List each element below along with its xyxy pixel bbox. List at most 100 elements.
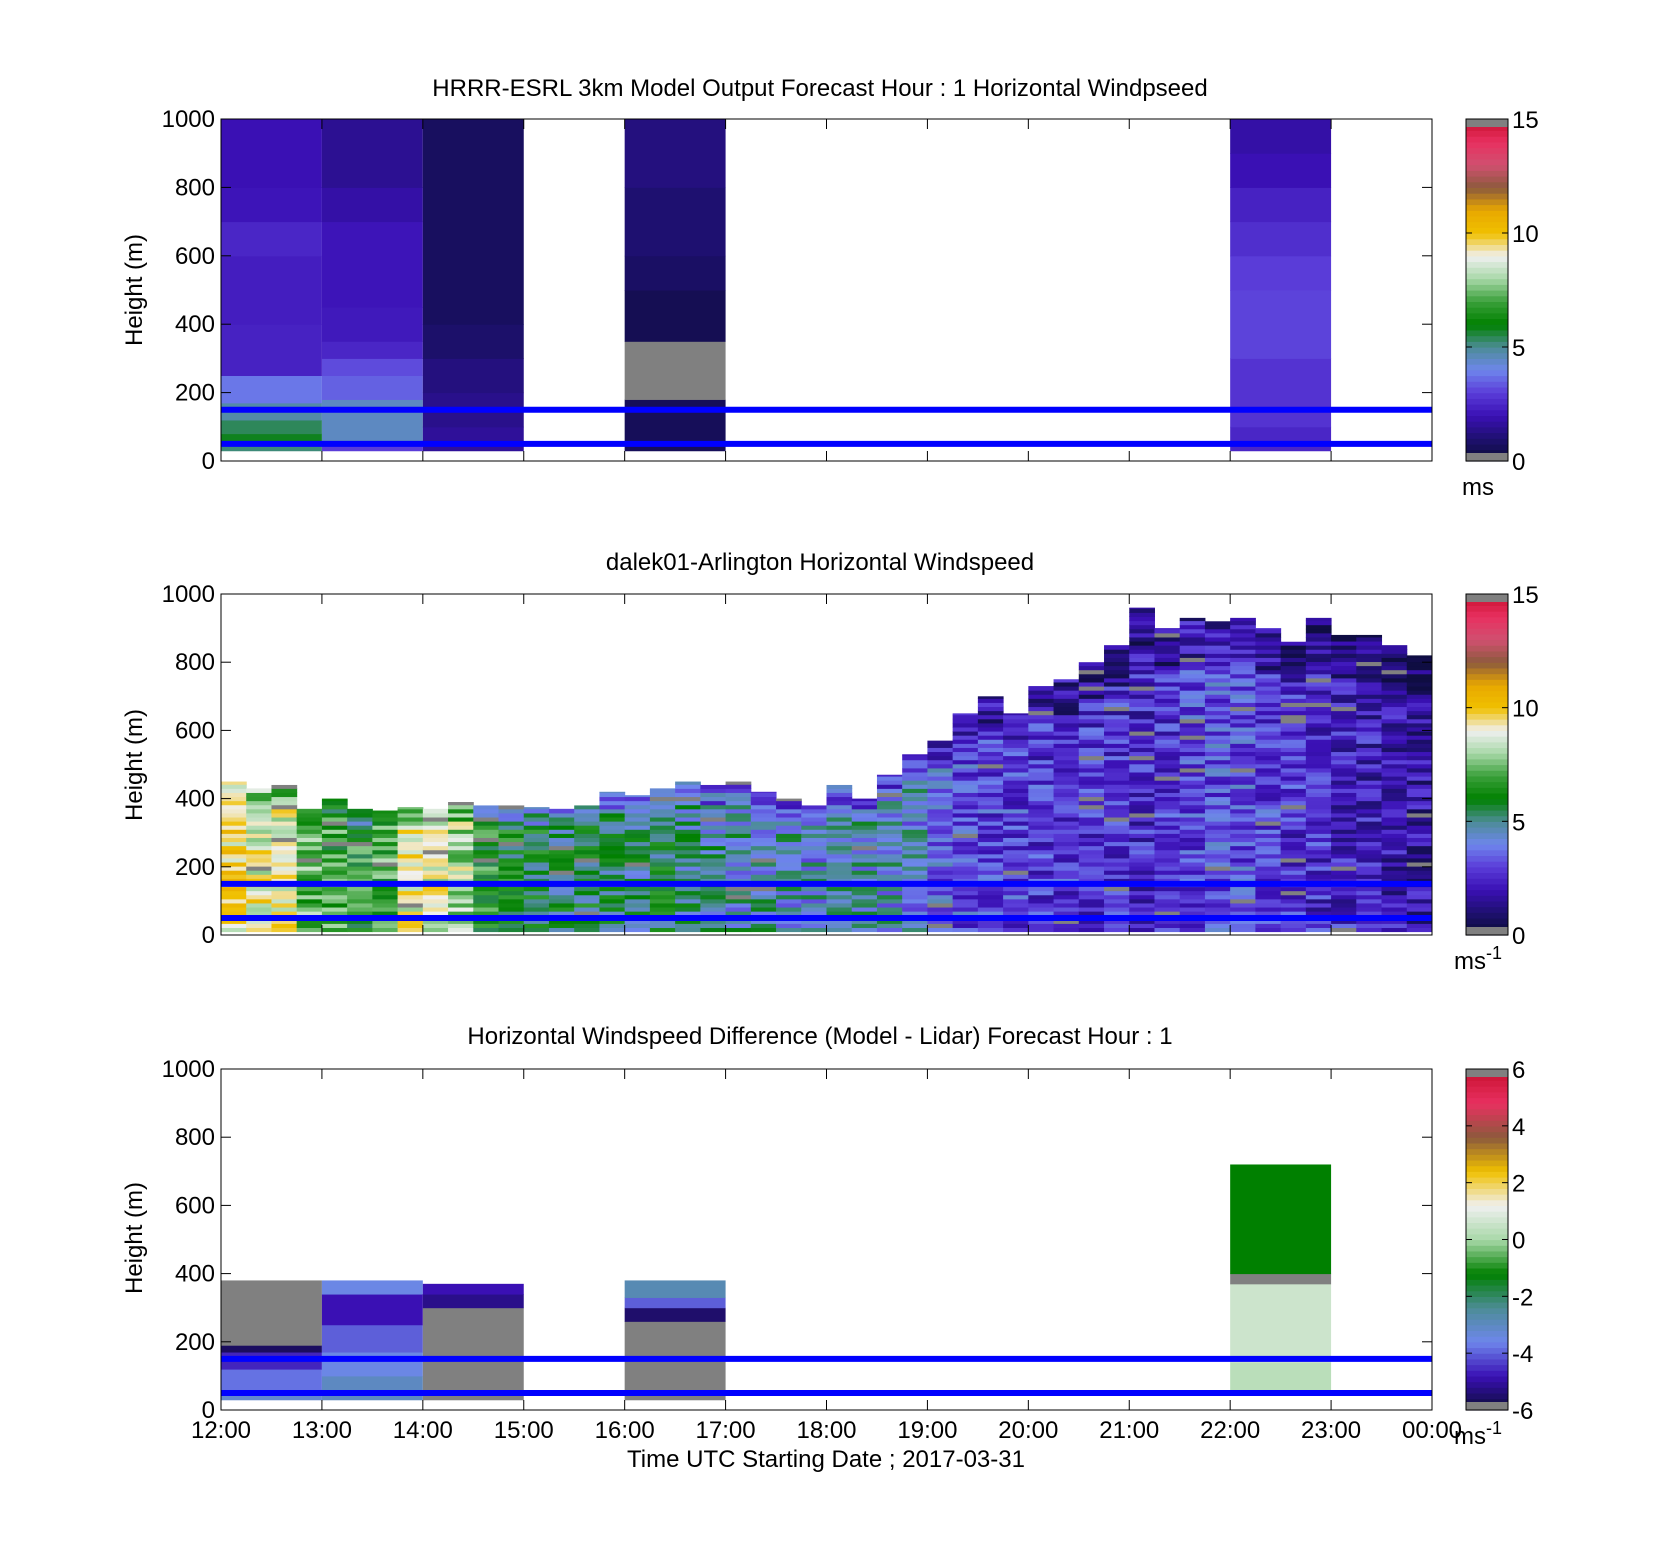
- heatmap-cell: [1053, 890, 1080, 896]
- heatmap-cell: [397, 817, 424, 822]
- heatmap-cell: [851, 808, 878, 814]
- heatmap-cell: [473, 849, 500, 855]
- heatmap-cell: [422, 862, 449, 867]
- heatmap-cell: [1179, 645, 1206, 650]
- heatmap-cell: [952, 804, 979, 810]
- heatmap-cell: [952, 837, 979, 843]
- heatmap-cell: [1331, 714, 1357, 720]
- heatmap-cell: [1331, 747, 1357, 753]
- heatmap-cell: [1230, 628, 1256, 634]
- heatmap-cell: [548, 919, 575, 924]
- heatmap-cell: [422, 1294, 524, 1309]
- heatmap-cell: [1230, 817, 1256, 822]
- heatmap-cell: [1028, 702, 1055, 708]
- heatmap-cell: [1305, 804, 1332, 810]
- heatmap-cell: [1331, 706, 1357, 712]
- heatmap-cell: [826, 878, 853, 883]
- heatmap-cell: [952, 735, 979, 740]
- heatmap-cell: [296, 898, 323, 904]
- heatmap-cell: [1053, 792, 1080, 798]
- heatmap-cell: [1356, 866, 1383, 871]
- heatmap-cell: [1204, 767, 1231, 773]
- heatmap-cell: [801, 821, 827, 826]
- heatmap-cell: [902, 874, 928, 879]
- heatmap-cell: [1305, 653, 1332, 658]
- heatmap-cell: [700, 845, 727, 851]
- colorbar-swatch: [1466, 170, 1508, 177]
- y-tick-label: 600: [175, 717, 215, 744]
- heatmap-cell: [700, 784, 727, 789]
- heatmap-cell: [498, 878, 525, 883]
- heatmap-cell: [1406, 829, 1433, 834]
- heatmap-cell: [1179, 862, 1206, 867]
- heatmap-cell: [473, 857, 500, 863]
- heatmap-cell: [776, 866, 802, 871]
- heatmap-cell: [1129, 825, 1155, 830]
- heatmap-cell: [1406, 706, 1433, 712]
- heatmap-cell: [649, 911, 676, 916]
- heatmap-cell: [977, 747, 1004, 753]
- heatmap-cell: [422, 845, 449, 851]
- heatmap-cell: [1305, 833, 1332, 838]
- heatmap-cell: [1129, 821, 1155, 826]
- heatmap-cell: [1154, 817, 1181, 822]
- heatmap-cell: [321, 187, 423, 223]
- heatmap-cell: [1230, 702, 1256, 708]
- heatmap-cell: [574, 841, 600, 847]
- heatmap-cell: [1028, 919, 1055, 924]
- heatmap-cell: [1078, 673, 1105, 679]
- heatmap-cell: [1179, 641, 1206, 646]
- colorbar-swatch: [1466, 804, 1508, 811]
- heatmap-cell: [826, 841, 853, 847]
- heatmap-cell: [1230, 632, 1256, 638]
- heatmap-cell: [523, 890, 550, 896]
- heatmap-cell: [1406, 825, 1433, 830]
- heatmap-cell: [977, 821, 1004, 826]
- heatmap-cell: [1179, 739, 1206, 744]
- heatmap-cell: [1129, 800, 1155, 806]
- heatmap-cell: [1356, 710, 1383, 716]
- heatmap-cell: [624, 833, 651, 838]
- heatmap-cell: [1280, 853, 1307, 859]
- heatmap-cell: [1179, 870, 1206, 875]
- heatmap-cell: [1406, 927, 1433, 933]
- heatmap-cell: [1331, 874, 1357, 879]
- heatmap-cell: [700, 857, 727, 863]
- heatmap-cell: [725, 890, 752, 896]
- heatmap-cell: [1255, 735, 1282, 740]
- heatmap-cell: [1129, 907, 1155, 912]
- heatmap-cell: [977, 739, 1004, 744]
- heatmap-cell: [1154, 726, 1181, 732]
- heatmap-cell: [826, 784, 853, 789]
- colorbar-swatch: [1466, 679, 1508, 686]
- heatmap-cell: [296, 902, 323, 908]
- heatmap-cell: [1331, 726, 1357, 732]
- heatmap-cell: [1406, 698, 1433, 703]
- heatmap-cell: [1078, 907, 1105, 912]
- heatmap-cell: [1028, 878, 1055, 883]
- heatmap-cell: [1179, 808, 1206, 814]
- heatmap-cell: [1154, 665, 1181, 671]
- heatmap-cell: [548, 870, 575, 875]
- heatmap-cell: [1003, 825, 1029, 830]
- heatmap-cell: [1331, 776, 1357, 781]
- heatmap-cell: [1331, 751, 1357, 757]
- heatmap-cell: [725, 845, 752, 851]
- heatmap-cell: [700, 833, 727, 838]
- heatmap-cell: [624, 829, 651, 834]
- heatmap-cell: [523, 886, 550, 892]
- heatmap-cell: [1255, 870, 1282, 875]
- heatmap-cell: [1204, 641, 1231, 646]
- heatmap-cell: [1356, 759, 1383, 765]
- heatmap-cell: [927, 870, 954, 875]
- colorbar-swatch: [1466, 1392, 1508, 1400]
- heatmap-cell: [1230, 911, 1256, 916]
- heatmap-cell: [1331, 665, 1357, 671]
- heatmap-cell: [1230, 849, 1256, 855]
- heatmap-cell: [952, 829, 979, 834]
- heatmap-cell: [1305, 722, 1332, 728]
- heatmap-cell: [1280, 911, 1307, 916]
- heatmap-cell: [1003, 780, 1029, 785]
- heatmap-cell: [1305, 718, 1332, 724]
- heatmap-cell: [952, 718, 979, 724]
